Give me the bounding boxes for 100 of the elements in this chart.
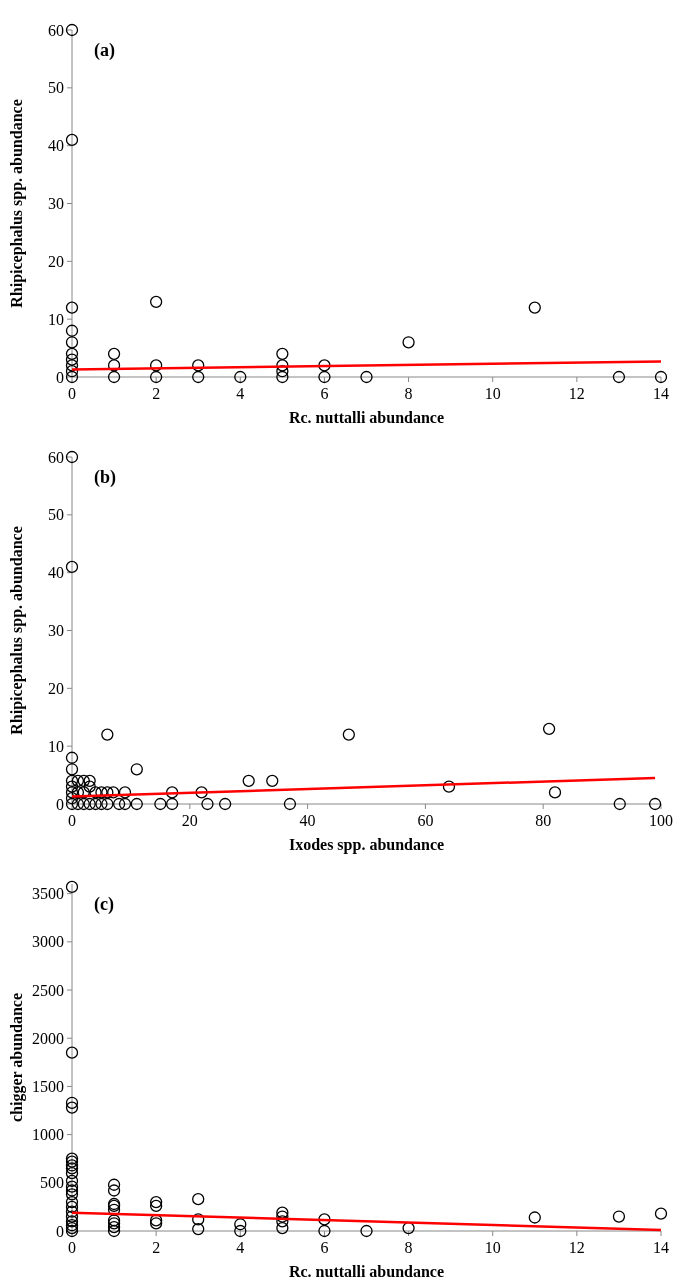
point xyxy=(149,359,163,372)
point xyxy=(192,1213,205,1226)
point xyxy=(218,797,232,811)
point xyxy=(65,336,79,349)
point xyxy=(654,370,668,384)
x-tick-label: 60 xyxy=(417,812,434,829)
x-tick-label: 6 xyxy=(320,1239,329,1256)
point xyxy=(65,1200,79,1214)
point xyxy=(192,370,205,384)
point xyxy=(65,1101,79,1114)
point xyxy=(107,1220,121,1234)
point xyxy=(654,1207,668,1220)
annotation: (b) xyxy=(94,467,116,488)
point xyxy=(71,797,85,811)
x-tick-label: 0 xyxy=(68,1239,76,1256)
point xyxy=(83,774,96,788)
point xyxy=(130,797,143,811)
point xyxy=(548,786,562,799)
point xyxy=(528,301,541,314)
point xyxy=(276,1215,289,1228)
x-tick-label: 0 xyxy=(68,385,76,402)
point xyxy=(318,1213,331,1226)
point xyxy=(107,370,121,384)
point xyxy=(360,370,373,384)
point xyxy=(65,23,79,37)
point xyxy=(342,728,355,741)
y-tick-label: 0 xyxy=(56,368,64,386)
x-tick-label: 80 xyxy=(535,812,552,829)
point xyxy=(101,797,114,811)
point xyxy=(77,786,90,799)
point xyxy=(242,774,255,788)
x-axis-title: Rc. nuttalli abundance xyxy=(288,1263,445,1280)
x-tick-label: 40 xyxy=(299,812,316,829)
point xyxy=(65,880,79,894)
y-axis-title: Rhipicephalus spp. abundance xyxy=(8,526,26,735)
x-axis-title: Rc. nuttalli abundance xyxy=(288,409,445,426)
point xyxy=(613,797,626,811)
point xyxy=(65,780,79,793)
point xyxy=(118,797,132,811)
point xyxy=(276,1206,289,1219)
point xyxy=(65,1180,79,1193)
x-tick-label: 12 xyxy=(568,1239,585,1256)
point xyxy=(234,1224,247,1238)
point xyxy=(276,347,289,361)
point xyxy=(165,786,179,799)
point xyxy=(65,301,79,314)
point xyxy=(276,1210,289,1223)
y-tick-label: 10 xyxy=(48,310,64,328)
point xyxy=(95,786,108,799)
point xyxy=(195,786,208,799)
point xyxy=(130,763,143,776)
point xyxy=(283,797,297,811)
point xyxy=(71,786,85,799)
y-tick-label: 50 xyxy=(48,506,64,524)
point xyxy=(65,1046,79,1059)
point xyxy=(192,1222,205,1236)
y-tick-label: 3500 xyxy=(32,885,64,903)
point xyxy=(65,1215,79,1228)
x-tick-label: 8 xyxy=(404,1239,413,1256)
x-tick-label: 12 xyxy=(568,385,585,402)
y-tick-label: 0 xyxy=(56,1222,64,1240)
point xyxy=(65,786,79,799)
y-tick-label: 500 xyxy=(40,1174,64,1192)
point xyxy=(89,786,102,799)
point xyxy=(149,370,163,384)
y-tick-label: 40 xyxy=(48,137,64,155)
x-tick-label: 10 xyxy=(484,385,501,402)
point xyxy=(65,324,79,337)
x-tick-label: 10 xyxy=(484,1239,501,1256)
point xyxy=(149,295,163,308)
point xyxy=(65,1188,79,1201)
point xyxy=(65,751,79,764)
point xyxy=(612,370,626,384)
point xyxy=(83,780,96,793)
y-tick-label: 3000 xyxy=(32,933,64,951)
point xyxy=(77,797,90,811)
x-tick-label: 2 xyxy=(152,385,161,402)
point xyxy=(112,797,126,811)
point xyxy=(402,336,415,349)
y-tick-label: 2500 xyxy=(32,981,64,999)
point xyxy=(266,774,279,788)
x-tick-label: 4 xyxy=(236,1239,245,1256)
point xyxy=(276,359,289,372)
y-tick-label: 30 xyxy=(48,622,64,640)
point xyxy=(107,359,121,372)
point xyxy=(318,359,331,372)
point xyxy=(65,347,79,361)
point xyxy=(528,1211,541,1224)
x-tick-label: 20 xyxy=(181,812,198,829)
point xyxy=(107,1178,121,1191)
point xyxy=(118,786,132,799)
point xyxy=(65,450,79,464)
y-tick-label: 50 xyxy=(48,79,64,97)
point xyxy=(107,347,121,361)
point xyxy=(318,370,331,384)
point xyxy=(65,1195,79,1209)
point xyxy=(442,780,456,793)
point xyxy=(149,1199,163,1213)
y-tick-label: 20 xyxy=(48,679,64,697)
point xyxy=(65,1205,79,1218)
